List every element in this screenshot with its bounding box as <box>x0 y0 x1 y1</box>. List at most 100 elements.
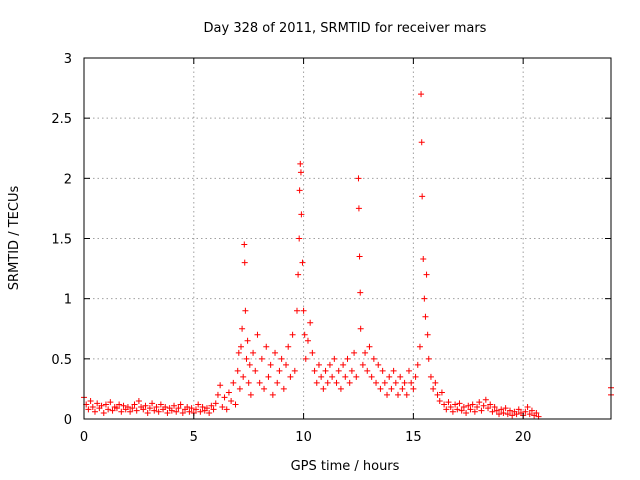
data-point <box>458 407 465 414</box>
data-point <box>399 385 406 392</box>
data-point <box>346 379 353 386</box>
data-point <box>482 396 489 403</box>
data-point <box>489 408 496 415</box>
data-point <box>120 402 127 409</box>
data-point <box>287 373 294 380</box>
data-point <box>127 408 134 415</box>
data-point <box>416 343 423 350</box>
data-point <box>528 407 535 414</box>
data-point <box>423 271 430 278</box>
data-point <box>199 403 206 410</box>
data-point <box>107 399 114 406</box>
data-point <box>329 373 336 380</box>
data-point <box>177 401 184 408</box>
data-point <box>522 408 529 415</box>
x-tick-label: 10 <box>295 430 312 445</box>
data-point <box>445 399 452 406</box>
data-point <box>533 409 540 416</box>
data-point <box>436 397 443 404</box>
data-point <box>351 349 358 356</box>
data-point <box>274 379 281 386</box>
data-point <box>430 385 437 392</box>
data-point <box>246 361 253 368</box>
data-point <box>238 343 245 350</box>
data-point <box>269 391 276 398</box>
data-point <box>296 235 303 242</box>
data-point <box>155 408 162 415</box>
data-point <box>256 379 263 386</box>
data-point <box>362 349 369 356</box>
data-point <box>410 385 417 392</box>
data-point <box>131 401 138 408</box>
data-point <box>355 205 362 212</box>
data-point <box>89 403 96 410</box>
data-point <box>438 389 445 396</box>
x-tick-label: 20 <box>515 430 532 445</box>
y-tick-label: 0.5 <box>51 353 72 368</box>
data-point <box>425 355 432 362</box>
data-point <box>491 403 498 410</box>
y-tick-label: 1 <box>64 293 72 308</box>
data-point <box>443 406 450 413</box>
data-point <box>118 408 125 415</box>
data-point <box>240 373 247 380</box>
data-point <box>278 355 285 362</box>
data-point <box>219 403 226 410</box>
data-point <box>221 394 228 401</box>
data-point <box>509 412 516 419</box>
data-point <box>208 402 215 409</box>
data-point <box>370 355 377 362</box>
data-point <box>223 406 230 413</box>
data-point <box>98 402 105 409</box>
data-point <box>153 403 160 410</box>
data-point <box>447 403 454 410</box>
data-point <box>217 382 224 389</box>
data-point <box>297 169 304 176</box>
data-point <box>171 402 178 409</box>
data-point <box>304 337 311 344</box>
data-point <box>373 379 380 386</box>
data-point <box>324 379 331 386</box>
data-point <box>463 409 470 416</box>
data-point <box>424 331 431 338</box>
data-point <box>230 379 237 386</box>
data-point <box>116 401 123 408</box>
y-tick-label: 3 <box>64 52 72 67</box>
y-tick-label: 0 <box>64 413 72 428</box>
data-point <box>493 407 500 414</box>
data-point <box>146 405 153 412</box>
data-point <box>184 403 191 410</box>
data-point <box>513 411 520 418</box>
data-point <box>297 160 304 167</box>
data-point <box>252 367 259 374</box>
data-point <box>144 409 151 416</box>
x-tick-label: 5 <box>190 430 198 445</box>
data-point <box>188 405 195 412</box>
data-point <box>228 397 235 404</box>
y-tick-label: 1.5 <box>51 233 72 248</box>
data-point <box>381 379 388 386</box>
data-point <box>454 406 461 413</box>
data-point <box>467 406 474 413</box>
data-point <box>289 331 296 338</box>
data-point <box>496 411 503 418</box>
data-point <box>293 307 300 314</box>
data-point <box>340 361 347 368</box>
data-point <box>91 408 98 415</box>
data-point <box>401 379 408 386</box>
data-point <box>87 397 94 404</box>
data-point <box>422 313 429 320</box>
data-point <box>214 391 221 398</box>
data-point <box>242 307 249 314</box>
data-point <box>311 367 318 374</box>
data-point <box>469 401 476 408</box>
data-point <box>506 407 513 414</box>
data-point <box>124 403 131 410</box>
data-point <box>418 91 425 98</box>
data-point <box>285 343 292 350</box>
data-point <box>102 401 109 408</box>
data-point <box>234 367 241 374</box>
data-point <box>195 401 202 408</box>
data-point <box>239 325 246 332</box>
data-point <box>295 271 302 278</box>
